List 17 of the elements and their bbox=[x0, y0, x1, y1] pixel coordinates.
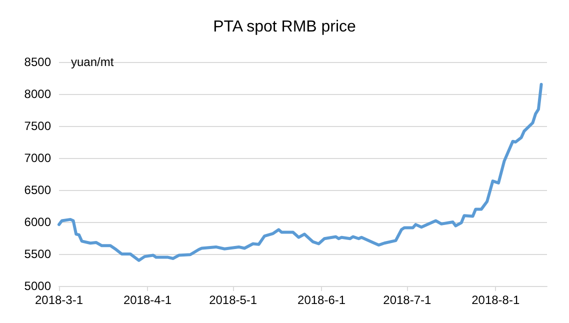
y-tick-label: 8000 bbox=[24, 87, 52, 101]
y-tick-label: 5500 bbox=[24, 247, 52, 261]
x-tick-label: 2018-5-1 bbox=[209, 293, 258, 307]
x-tick-label: 2018-4-1 bbox=[123, 293, 172, 307]
line-series bbox=[58, 82, 543, 262]
y-tick-label: 7000 bbox=[24, 151, 52, 165]
y-tick-label: 5000 bbox=[24, 279, 52, 293]
x-tick-label: 2018-3-1 bbox=[34, 293, 84, 307]
x-tick-label: 2018-6-1 bbox=[298, 293, 346, 307]
y-axis-title: yuan/mt bbox=[71, 55, 114, 69]
chart-title: PTA spot RMB price bbox=[213, 18, 356, 36]
y-tick-label: 7500 bbox=[24, 119, 52, 133]
x-tick-label: 2018-7-1 bbox=[383, 293, 432, 307]
y-tick-label: 6000 bbox=[24, 215, 52, 229]
y-tick-label: 6500 bbox=[24, 183, 52, 197]
y-tick-label: 8500 bbox=[24, 55, 52, 69]
x-tick-label: 2018-8-1 bbox=[472, 293, 520, 307]
